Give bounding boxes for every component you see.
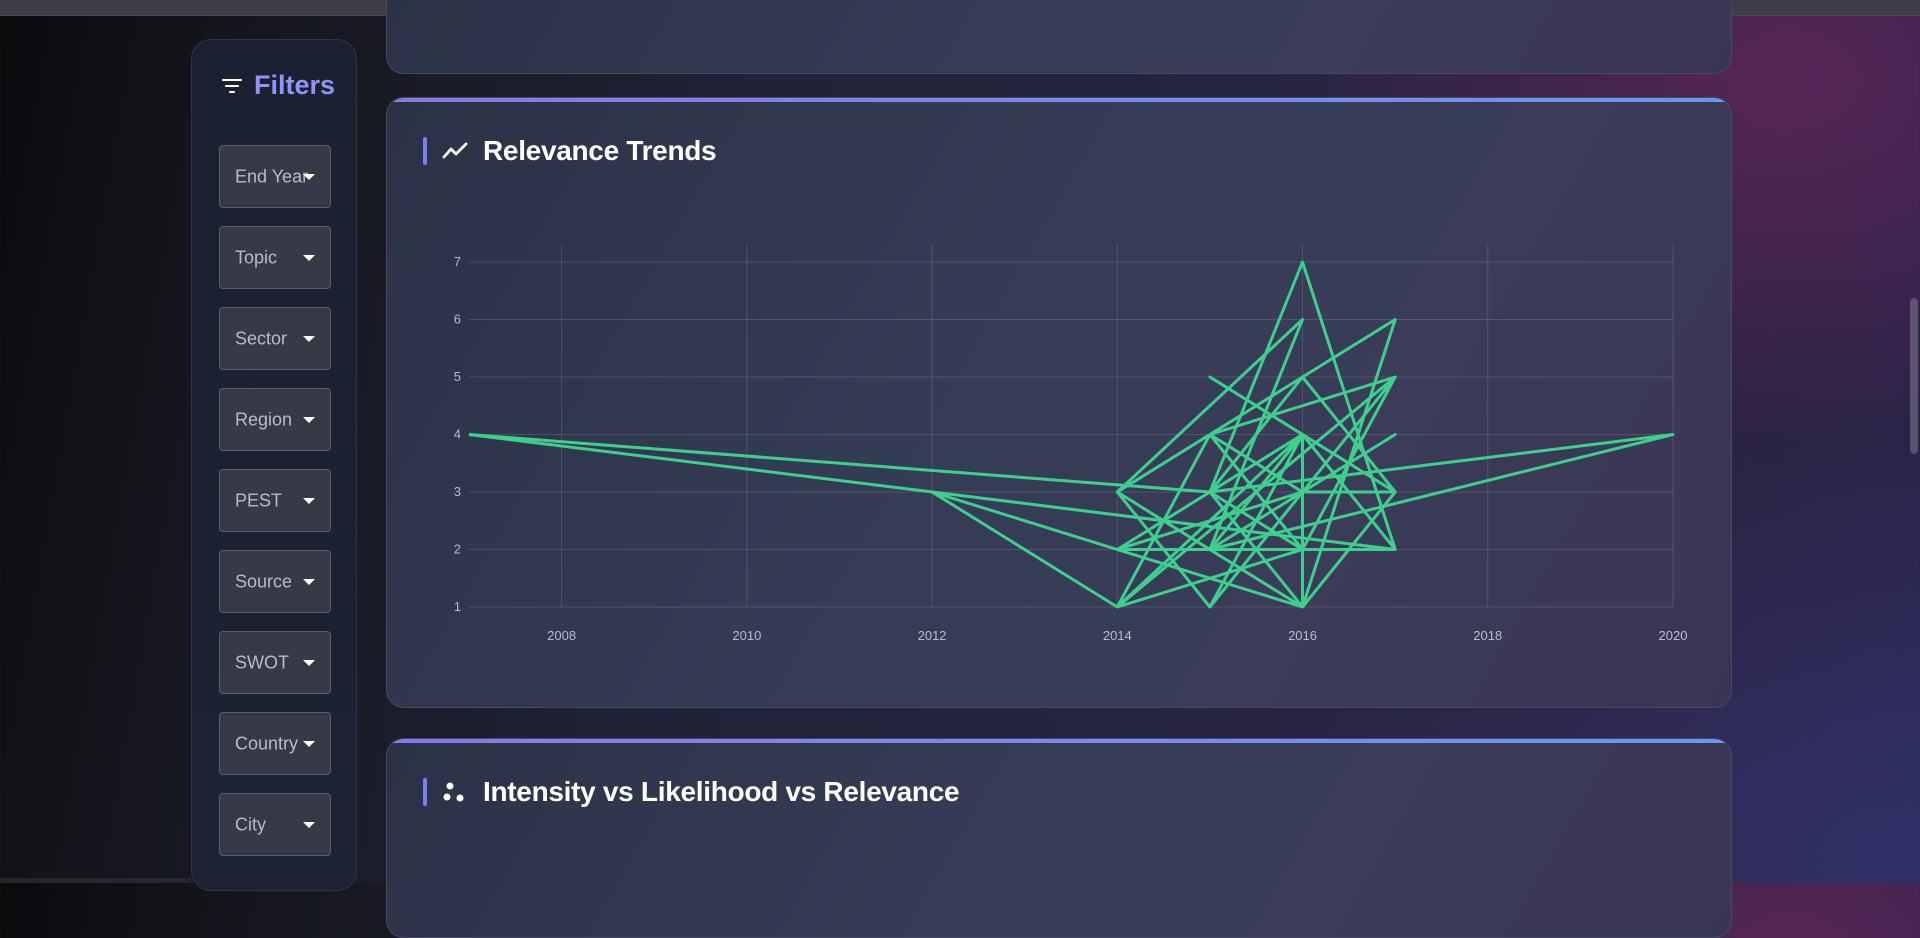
y-tick-label: 1 [454, 599, 461, 614]
filter-label: Source [235, 571, 293, 591]
filters-title: Filters [254, 70, 336, 100]
filter-source-select[interactable]: Source [219, 550, 331, 613]
chevron-down-icon [303, 659, 315, 666]
filter-label: Country [235, 733, 299, 753]
taskbar-strip [0, 878, 191, 883]
x-tick-label: 2010 [732, 628, 761, 643]
y-tick-label: 2 [454, 542, 461, 557]
chevron-down-icon [303, 416, 315, 423]
filter-label: SWOT [235, 652, 289, 672]
card-title: Intensity vs Likelihood vs Relevance [483, 776, 960, 807]
relevance-line-chart[interactable]: 1 2 3 4 5 6 7 2008 2010 2012 2014 2016 2018 2020 [387, 98, 1732, 708]
card-title: Relevance Trends [483, 135, 717, 166]
filter-pest-select[interactable]: PEST [219, 469, 331, 532]
relevance-series-line [468, 260, 1675, 609]
filter-icon [222, 78, 242, 93]
card-header: Relevance Trends [423, 135, 717, 167]
title-accent [423, 137, 427, 165]
filter-topic-select[interactable]: Topic [219, 226, 331, 289]
chevron-down-icon [303, 497, 315, 504]
relevance-trends-card: Relevance Trends 1 2 3 4 5 6 7 2008 2010 2012 2014… [386, 97, 1732, 708]
filter-label: Topic [235, 247, 278, 267]
filter-end-year-select[interactable]: End Year [219, 145, 331, 208]
y-tick-label: 3 [454, 484, 461, 499]
filter-region-select[interactable]: Region [219, 388, 331, 451]
filter-city-select[interactable]: City [219, 793, 331, 856]
chevron-down-icon [303, 740, 315, 747]
y-tick-label: 5 [454, 369, 461, 384]
chevron-down-icon [303, 173, 315, 180]
filter-label: Sector [235, 328, 288, 348]
filter-label: PEST [235, 490, 283, 510]
page-scrollbar-thumb[interactable] [1910, 298, 1918, 454]
previous-chart-card [386, 0, 1732, 74]
filter-label: Region [235, 409, 293, 429]
card-accent-bar [387, 98, 1731, 102]
x-tick-label: 2016 [1288, 628, 1317, 643]
x-tick-label: 2012 [918, 628, 947, 643]
chevron-down-icon [303, 821, 315, 828]
filters-header: Filters [220, 70, 335, 101]
card-header: Intensity vs Likelihood vs Relevance [423, 776, 960, 808]
filter-swot-select[interactable]: SWOT [219, 631, 331, 694]
trending-up-icon [442, 142, 468, 159]
chevron-down-icon [303, 335, 315, 342]
filters-sidebar: Filters End Year Topic Sector Region PES… [191, 39, 357, 891]
y-tick-label: 6 [454, 312, 461, 327]
y-tick-label: 4 [454, 427, 461, 442]
y-tick-label: 7 [454, 254, 461, 269]
x-tick-label: 2008 [547, 628, 576, 643]
x-tick-label: 2018 [1473, 628, 1502, 643]
chevron-down-icon [303, 254, 315, 261]
filter-label: City [235, 814, 266, 834]
card-accent-bar [387, 739, 1731, 743]
title-accent [423, 778, 427, 806]
chevron-down-icon [303, 578, 315, 585]
x-tick-label: 2020 [1659, 628, 1688, 643]
intensity-likelihood-relevance-card: Intensity vs Likelihood vs Relevance [386, 738, 1732, 938]
scatter-icon [443, 782, 464, 802]
filter-country-select[interactable]: Country [219, 712, 331, 775]
x-tick-label: 2014 [1103, 628, 1132, 643]
filter-sector-select[interactable]: Sector [219, 307, 331, 370]
filter-label: End Year [235, 166, 309, 186]
